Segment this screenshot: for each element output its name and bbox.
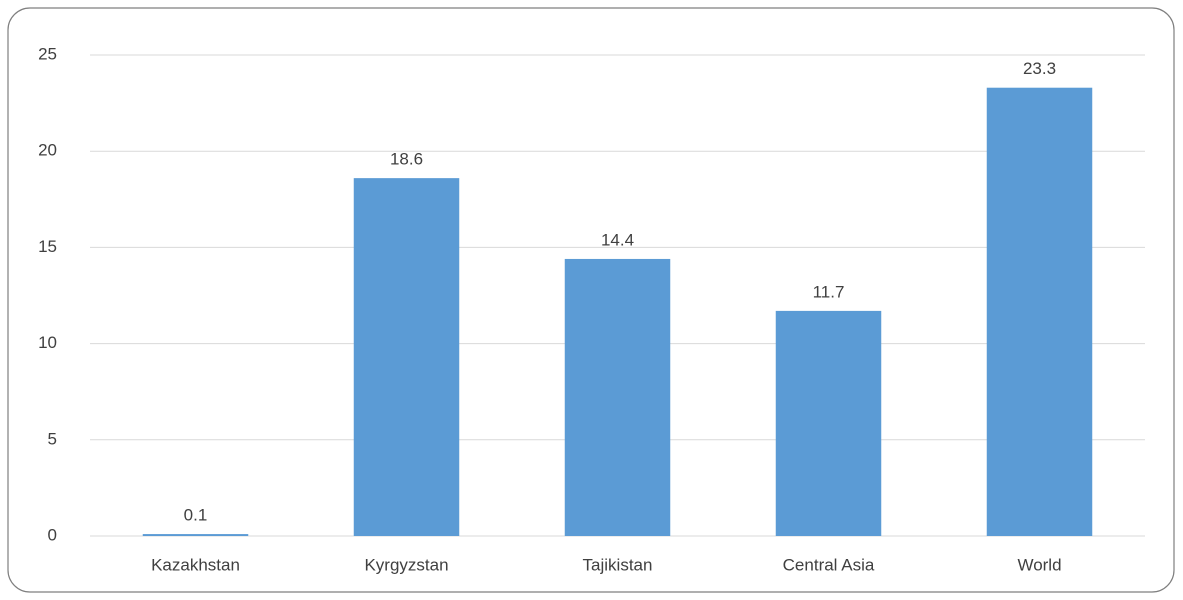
x-tick-label: Tajikistan [583, 555, 653, 574]
y-tick-label: 20 [38, 141, 57, 160]
y-tick-label: 15 [38, 237, 57, 256]
x-tick-label: Central Asia [783, 555, 875, 574]
x-tick-label: World [1017, 555, 1061, 574]
data-label: 14.4 [601, 230, 634, 249]
y-tick-label: 0 [48, 525, 57, 544]
y-tick-label: 10 [38, 333, 57, 352]
y-tick-label: 25 [38, 44, 57, 63]
bar [986, 87, 1093, 536]
x-tick-label: Kazakhstan [151, 555, 240, 574]
bar [142, 534, 249, 536]
x-tick-label: Kyrgyzstan [364, 555, 448, 574]
data-label: 0.1 [184, 506, 208, 525]
bar [775, 310, 882, 536]
data-label: 11.7 [813, 282, 845, 301]
data-label: 18.6 [390, 150, 423, 169]
data-label: 23.3 [1023, 59, 1056, 78]
y-tick-label: 5 [48, 429, 57, 448]
bar [564, 258, 671, 536]
bar [353, 178, 460, 537]
